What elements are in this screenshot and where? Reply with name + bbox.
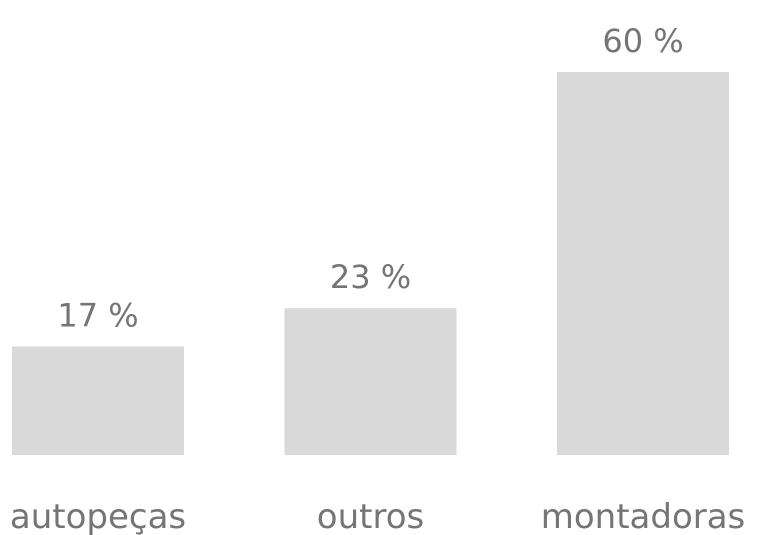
category-label: autopeças (10, 497, 186, 535)
category-label: montadoras (541, 497, 746, 535)
bar (284, 308, 457, 455)
value-label: 17 % (57, 296, 138, 334)
bar (557, 72, 729, 455)
value-label: 60 % (602, 22, 683, 60)
value-label: 23 % (330, 258, 411, 296)
category-label: outros (317, 497, 424, 535)
bar (12, 346, 184, 455)
